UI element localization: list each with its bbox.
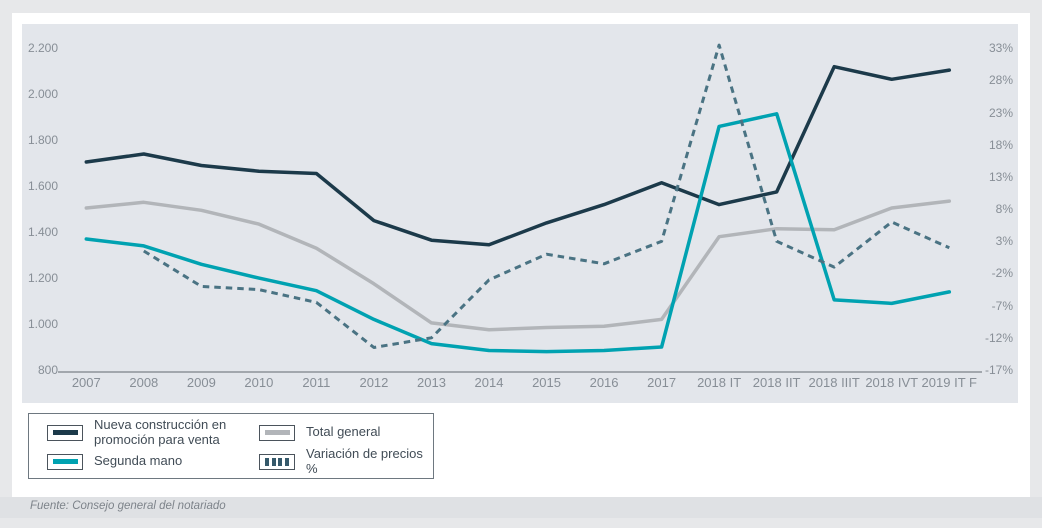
y-axis-left-tick-label: 1.600 <box>27 179 58 194</box>
y-axis-right-tick-label: 3% <box>995 234 1013 249</box>
y-axis-right-tick-label: -12% <box>984 330 1013 345</box>
series-line-nueva-construcci-n-en-promoci-n-para-venta <box>84 64 952 247</box>
x-axis-tick-label: 2008 <box>129 375 159 390</box>
legend-swatch-solid-line-icon <box>259 424 295 441</box>
legend-item: Total general <box>259 424 423 441</box>
y-axis-left-tick-label: 1.400 <box>27 225 58 240</box>
x-axis-tick-label: 2014 <box>474 375 504 390</box>
x-axis-tick-label: 2011 <box>302 375 331 390</box>
y-axis-left-tick-label: 1.800 <box>27 133 58 148</box>
chart-lines <box>84 43 952 354</box>
series-line-total-general <box>84 199 952 332</box>
legend-label: Total general <box>306 424 381 440</box>
legend-item: Variación de precios % <box>259 446 423 476</box>
x-axis-tick-label: 2018 IVT <box>865 375 919 390</box>
y-axis-right-tick-label: 28% <box>988 73 1013 88</box>
legend: Nueva construcción en promoción para ven… <box>28 413 434 479</box>
x-axis-tick-label: 2016 <box>589 375 619 390</box>
source-strip: Fuente: Consejo general del notariado <box>0 497 1042 518</box>
legend-label: Variación de precios % <box>306 446 423 476</box>
y-axis-right-tick-label: 18% <box>988 137 1013 152</box>
y-axis-left-tick-label: 800 <box>37 363 58 377</box>
legend-swatch-dashed-line-icon <box>259 453 295 470</box>
x-axis-tick-label: 2018 IIIT <box>808 375 860 390</box>
x-axis-tick-label: 2018 IIT <box>752 375 801 390</box>
y-axis-left-tick-label: 2.200 <box>27 41 58 56</box>
x-axis-tick-label: 2017 <box>647 375 677 390</box>
y-axis-right-tick-label: -17% <box>984 363 1013 377</box>
y-axis-right-tick-label: 23% <box>988 105 1013 120</box>
legend-swatch-solid-line-icon <box>47 424 83 441</box>
x-axis-line <box>58 371 982 373</box>
y-axis-right-tick-label: 33% <box>988 41 1013 56</box>
y-axis-right-tick-label: 13% <box>988 169 1013 184</box>
x-axis-tick-label: 2015 <box>532 375 561 390</box>
y-axis-left-tick-label: 2.000 <box>27 87 58 102</box>
legend-label: Segunda mano <box>94 453 183 469</box>
source-note: Fuente: Consejo general del notariado <box>30 500 226 512</box>
legend-item: Segunda mano <box>47 453 259 470</box>
y-axis-left-tick-label: 1.000 <box>27 317 58 332</box>
y-axis-left-tick-label: 1.200 <box>27 271 58 286</box>
legend-swatch-solid-line-icon <box>47 453 83 470</box>
x-axis-tick-label: 2010 <box>244 375 274 390</box>
y-axis-right-tick-label: -7% <box>991 298 1013 313</box>
x-axis-tick-label: 2009 <box>186 375 216 390</box>
x-axis-tick-label: 2012 <box>359 375 389 390</box>
plot-area: 2.200 2.000 1.800 1.600 1.400 1.200 1.000 800 3… <box>22 24 1018 403</box>
y-axis-right-tick-label: -2% <box>991 266 1013 281</box>
x-axis-tick-label: 2013 <box>417 375 446 390</box>
x-axis-tick-label: 2018 IT <box>697 375 742 390</box>
series-line-variaci-n-de-precios <box>143 43 950 349</box>
y-axis-right-tick-label: 8% <box>995 202 1013 217</box>
legend-label: Nueva construcción en promoción para ven… <box>94 417 227 447</box>
x-axis-tick-label: 2007 <box>71 375 101 390</box>
series-line-segunda-mano <box>84 112 952 354</box>
x-axis-tick-label: 2019 IT F <box>921 375 977 390</box>
chart-card: 2.200 2.000 1.800 1.600 1.400 1.200 1.000 800 3… <box>12 13 1030 497</box>
legend-item: Nueva construcción en promoción para ven… <box>47 417 259 447</box>
